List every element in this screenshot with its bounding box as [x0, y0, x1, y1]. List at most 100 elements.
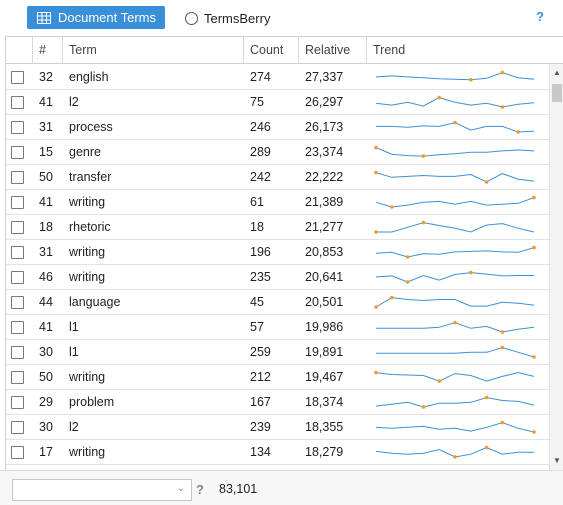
- column-header-term[interactable]: Term: [63, 37, 244, 64]
- row-count: 242: [250, 170, 271, 184]
- scroll-up-icon[interactable]: ▲: [553, 68, 561, 77]
- row-checkbox[interactable]: [11, 246, 24, 259]
- radio-button[interactable]: [185, 11, 198, 25]
- table-row[interactable]: 15 genre 289 23,374: [6, 140, 549, 165]
- table-row[interactable]: 41 l2 75 26,297: [6, 90, 549, 115]
- row-count: 134: [250, 445, 271, 459]
- select-column-header[interactable]: [6, 37, 33, 64]
- table-row[interactable]: 30 l2 239 18,355: [6, 415, 549, 440]
- trend-sparkline: [375, 70, 535, 82]
- table-row[interactable]: 44 language 45 20,501: [6, 290, 549, 315]
- row-checkbox[interactable]: [11, 396, 24, 409]
- trend-point: [437, 379, 441, 383]
- table-row[interactable]: 41 writing 61 21,389: [6, 190, 549, 215]
- row-checkbox[interactable]: [11, 346, 24, 359]
- column-header-number[interactable]: #: [33, 37, 63, 64]
- row-checkbox[interactable]: [11, 296, 24, 309]
- row-term: writing: [69, 270, 106, 284]
- row-term: writing: [69, 370, 106, 384]
- trend-line: [375, 197, 535, 208]
- row-term: l2: [69, 95, 79, 109]
- trend-point: [469, 77, 473, 82]
- corpus-select[interactable]: ⌄: [12, 479, 192, 501]
- row-checkbox[interactable]: [11, 321, 24, 334]
- row-relative: 26,173: [305, 120, 344, 134]
- table-row[interactable]: 41 l1 57 19,986: [6, 315, 549, 340]
- row-number: 18: [39, 220, 53, 234]
- row-number: 17: [39, 445, 53, 459]
- row-number: 15: [39, 145, 53, 159]
- trend-line: [375, 272, 534, 283]
- trend-point: [484, 180, 489, 184]
- row-relative: 18,374: [305, 395, 344, 409]
- row-number: 44: [39, 295, 53, 309]
- trend-sparkline: [375, 95, 535, 109]
- row-checkbox[interactable]: [11, 271, 24, 284]
- table-row[interactable]: 50 transfer 242 22,222: [6, 165, 549, 190]
- row-checkbox[interactable]: [11, 96, 24, 109]
- chevron-down-icon[interactable]: ⌄: [176, 483, 185, 494]
- row-term: writing: [69, 245, 106, 259]
- row-checkbox[interactable]: [11, 121, 24, 134]
- row-count: 57: [250, 320, 264, 334]
- row-number: 46: [39, 270, 53, 284]
- trend-line: [375, 72, 535, 81]
- row-number: 41: [39, 95, 53, 109]
- trend-sparkline: [374, 145, 535, 158]
- scroll-thumb[interactable]: [552, 84, 562, 102]
- row-relative: 20,853: [305, 245, 344, 259]
- trend-line: [376, 347, 535, 358]
- row-term: l1: [69, 320, 79, 334]
- row-number: 50: [39, 170, 53, 184]
- table-row[interactable]: 46 writing 235 20,641: [6, 265, 549, 290]
- trend-point: [405, 280, 410, 284]
- table-row[interactable]: 30 l1 259 19,891: [6, 340, 549, 365]
- row-term: transfer: [69, 170, 112, 184]
- row-number: 41: [39, 195, 53, 209]
- table-row[interactable]: 29 problem 167 18,374: [6, 390, 549, 415]
- trend-point: [390, 295, 394, 300]
- column-header-count[interactable]: Count: [244, 37, 299, 64]
- vertical-scrollbar[interactable]: ▲ ▼: [549, 64, 563, 470]
- trend-point: [421, 154, 426, 158]
- row-checkbox[interactable]: [11, 71, 24, 84]
- table-row[interactable]: 32 english 274 27,337: [6, 65, 549, 90]
- row-checkbox[interactable]: [11, 221, 24, 234]
- trend-point: [374, 370, 378, 375]
- trend-point: [453, 120, 457, 125]
- table-row[interactable]: 31 writing 196 20,853: [6, 240, 549, 265]
- row-checkbox[interactable]: [11, 371, 24, 384]
- row-term: process: [69, 120, 113, 134]
- trend-point: [469, 270, 473, 275]
- row-number: 29: [39, 395, 53, 409]
- grid-table-icon: [37, 11, 51, 24]
- table-row[interactable]: 17 writing 134 18,279: [6, 440, 549, 465]
- help-icon[interactable]: ?: [536, 9, 544, 24]
- row-checkbox[interactable]: [11, 171, 24, 184]
- row-relative: 18,279: [305, 445, 344, 459]
- grid-header: # Term Count Relative Trend: [6, 37, 563, 64]
- row-term: writing: [69, 445, 106, 459]
- row-checkbox[interactable]: [11, 446, 24, 459]
- row-checkbox[interactable]: [11, 146, 24, 159]
- table-row[interactable]: 31 process 246 26,173: [6, 115, 549, 140]
- row-checkbox[interactable]: [11, 421, 24, 434]
- document-terms-tab[interactable]: Document Terms: [27, 6, 165, 29]
- column-header-trend[interactable]: Trend: [373, 43, 406, 57]
- row-checkbox[interactable]: [11, 196, 24, 209]
- trend-line: [375, 147, 535, 157]
- row-count: 196: [250, 245, 271, 259]
- termsberry-option[interactable]: TermsBerry: [185, 8, 270, 28]
- table-row[interactable]: 18 rhetoric 18 21,277: [6, 215, 549, 240]
- trend-sparkline: [375, 395, 535, 409]
- row-term: problem: [69, 395, 115, 409]
- trend-sparkline: [375, 245, 536, 259]
- footer-help-icon[interactable]: ?: [196, 482, 204, 497]
- table-row[interactable]: 50 writing 212 19,467: [6, 365, 549, 390]
- trend-sparkline: [374, 220, 535, 234]
- row-count: 274: [250, 70, 271, 84]
- column-header-relative[interactable]: Relative: [299, 37, 367, 64]
- scroll-down-icon[interactable]: ▼: [553, 456, 561, 465]
- trend-line: [375, 372, 535, 382]
- terms-grid: # Term Count Relative Trend 32 english 274…: [5, 36, 563, 470]
